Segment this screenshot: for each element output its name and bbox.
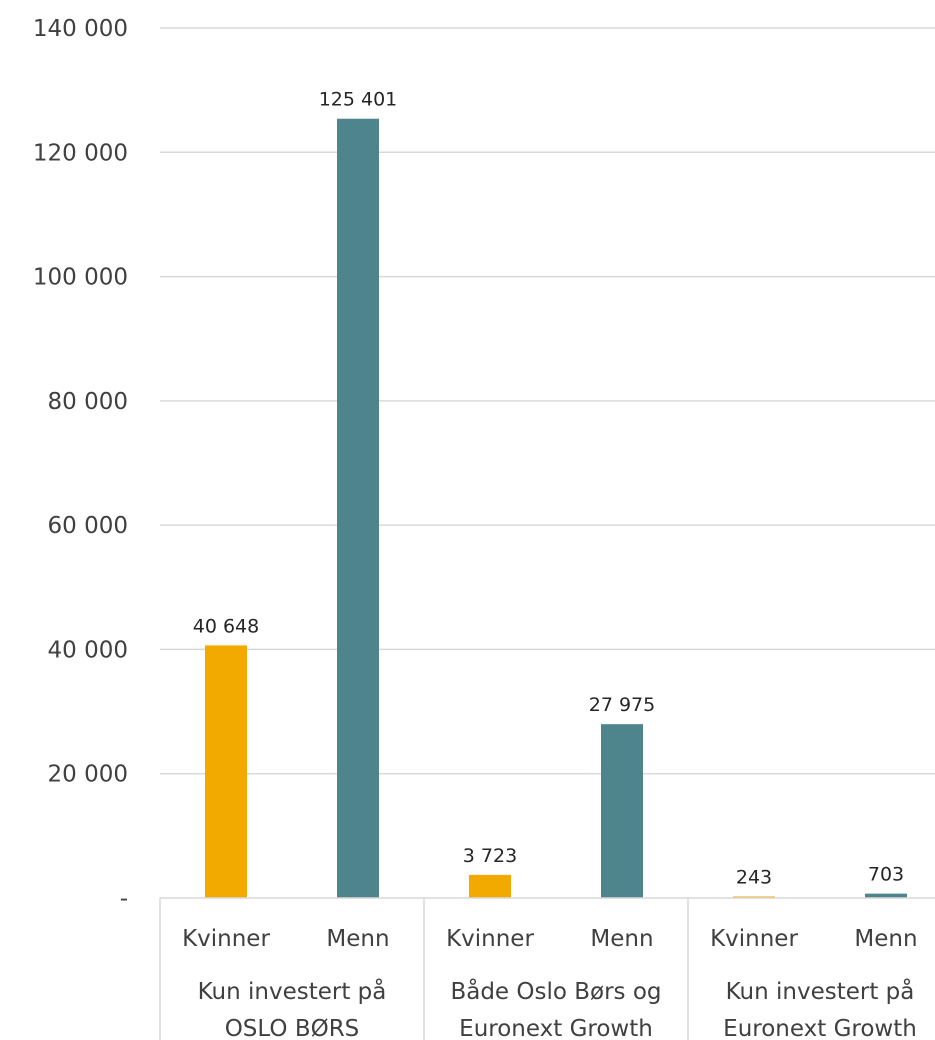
category-label: Kvinner: [710, 926, 798, 952]
bar-kvinner: [733, 896, 775, 898]
bar-value-label: 703: [868, 864, 904, 886]
y-tick-label: 140 000: [33, 16, 128, 42]
category-label: Kvinner: [446, 926, 534, 952]
bars: [205, 118, 907, 899]
category-label: Kvinner: [182, 926, 270, 952]
data-labels: 40 648 125 401 3 723 27 975 243 703: [193, 89, 904, 889]
group-label-line-2: OSLO BØRS: [225, 1016, 360, 1040]
bar-kvinner: [469, 874, 511, 898]
bar-value-label: 243: [736, 866, 772, 888]
category-label: Menn: [326, 926, 389, 952]
bar-kvinner: [205, 645, 247, 898]
category-label: Menn: [854, 926, 917, 952]
group-label-line-1: Både Oslo Børs og: [450, 977, 661, 1005]
bar-menn: [337, 118, 379, 899]
gridlines: [160, 27, 935, 775]
group-label-line-2: Euronext Growth: [459, 1016, 653, 1040]
y-tick-label: 60 000: [48, 513, 128, 539]
group-label-line-1: Kun investert på: [726, 977, 915, 1005]
y-tick-label: 20 000: [48, 762, 128, 788]
y-tick-label: 100 000: [33, 265, 128, 291]
group-label-line-2: Euronext Growth: [723, 1016, 917, 1040]
y-tick-label: 40 000: [48, 637, 128, 663]
bar-value-label: 27 975: [589, 694, 655, 716]
bar-value-label: 125 401: [319, 89, 398, 111]
x-axis: Kvinner Menn Kun investert på OSLO BØRS Kvin…: [159, 897, 935, 1040]
category-label: Menn: [590, 926, 653, 952]
y-tick-label: 120 000: [33, 140, 128, 166]
y-tick-label: -: [120, 886, 128, 912]
group-label-line-1: Kun investert på: [198, 977, 387, 1005]
bar-value-label: 3 723: [463, 845, 517, 867]
bar-value-label: 40 648: [193, 615, 259, 637]
y-tick-label: 80 000: [48, 389, 128, 415]
bar-menn: [865, 893, 907, 898]
bar-menn: [601, 724, 643, 898]
y-axis-tick-labels: - 20 000 40 000 60 000 80 000 100 000 120 000 1…: [33, 16, 128, 912]
